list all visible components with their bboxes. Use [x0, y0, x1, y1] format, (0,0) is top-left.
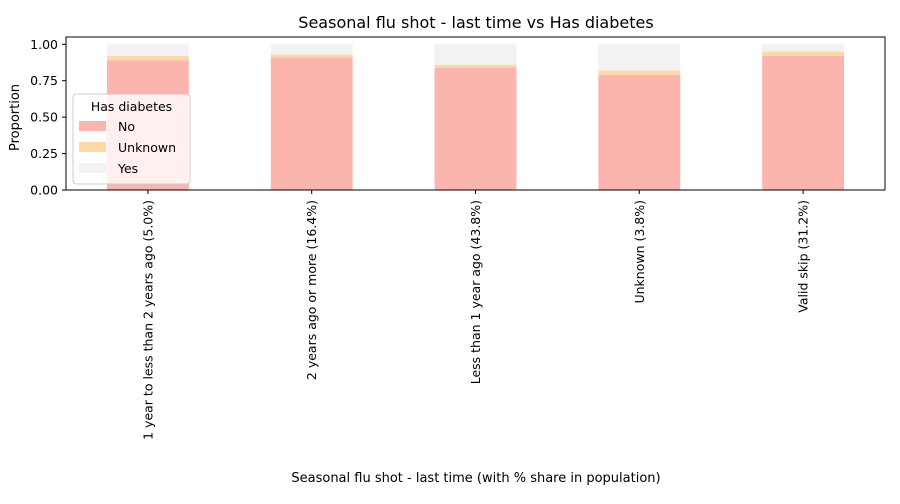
- bar-yes-3: [598, 44, 681, 71]
- legend-label-1: Unknown: [118, 140, 176, 155]
- bar-no-1: [270, 57, 353, 191]
- bar-unknown-3: [598, 70, 681, 75]
- axes-layer: 0.00 0.25 0.50 0.75 1.00 1 year to less than …: [30, 36, 886, 440]
- legend-swatch-0: [79, 121, 106, 131]
- y-axis-label: Proportion: [8, 84, 23, 151]
- x-axis-label: Seasonal flu shot - last time (with % sh…: [291, 471, 660, 486]
- legend-swatch-2: [79, 163, 106, 173]
- legend-box: [72, 93, 191, 185]
- x-tick-label: Unknown (3.8%): [632, 200, 647, 304]
- legend: Has diabetes No Unknown Yes: [72, 93, 191, 185]
- bar-no-3: [598, 74, 681, 190]
- bar-yes-0: [106, 44, 189, 56]
- x-tick-label: 1 year to less than 2 years ago (5.0%): [140, 200, 155, 440]
- bar-no-2: [434, 67, 517, 190]
- x-tick-label: 2 years ago or more (16.4%): [304, 200, 319, 380]
- legend-swatch-1: [79, 142, 106, 152]
- y-tick-label: 0.50: [30, 110, 58, 125]
- x-tick-label: Valid skip (31.2%): [796, 200, 811, 313]
- legend-label-0: No: [118, 119, 135, 134]
- bars-layer: [106, 44, 845, 191]
- y-tick-label: 0.75: [30, 73, 58, 88]
- bar-no-4: [762, 55, 845, 190]
- bar-yes-4: [762, 44, 845, 52]
- bar-yes-1: [270, 44, 353, 55]
- bar-yes-2: [434, 44, 517, 65]
- x-tick-label: Less than 1 year ago (43.8%): [468, 200, 483, 384]
- bar-unknown-2: [434, 64, 517, 68]
- y-tick-label: 1.00: [30, 37, 58, 52]
- bar-unknown-1: [270, 54, 353, 58]
- y-tick-label: 0.00: [30, 183, 58, 198]
- chart-title: Seasonal flu shot - last time vs Has dia…: [298, 13, 653, 32]
- legend-label-2: Yes: [117, 161, 138, 176]
- y-tick-label: 0.25: [30, 146, 58, 161]
- bar-unknown-4: [762, 51, 845, 56]
- bar-unknown-0: [106, 55, 189, 61]
- legend-title: Has diabetes: [91, 99, 172, 114]
